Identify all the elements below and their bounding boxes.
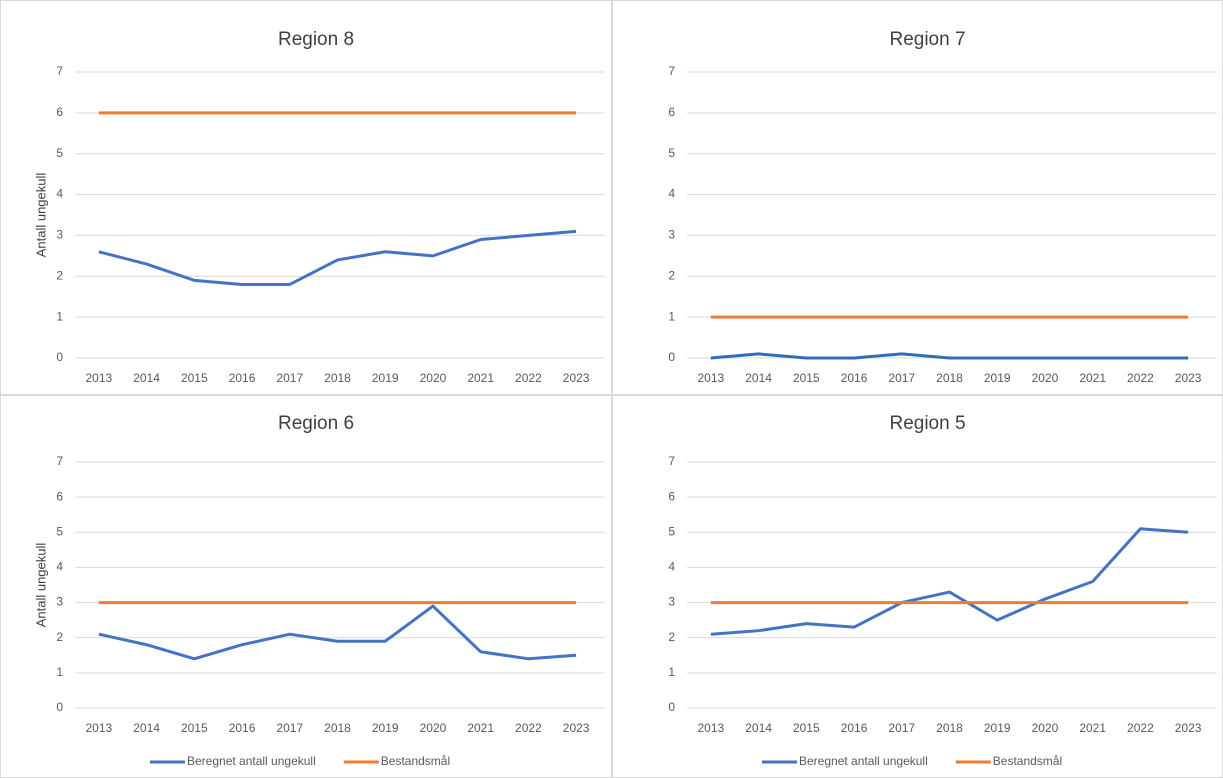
legend-label: Beregnet antall ungekull <box>187 754 316 768</box>
x-tick-label: 2013 <box>86 371 113 385</box>
x-tick-label: 2015 <box>181 721 208 735</box>
y-tick-label: 4 <box>56 187 63 201</box>
y-tick-label: 0 <box>56 700 63 714</box>
y-axis-title: Antall ungekull <box>33 173 48 258</box>
x-tick-label: 2021 <box>467 721 494 735</box>
legend-label: Bestandsmål <box>993 754 1062 768</box>
y-tick-label: 6 <box>668 489 675 503</box>
x-tick-label: 2020 <box>420 721 447 735</box>
y-tick-label: 3 <box>668 595 675 609</box>
x-tick-label: 2021 <box>1079 371 1106 385</box>
y-tick-label: 4 <box>56 560 63 574</box>
y-tick-label: 6 <box>56 105 63 119</box>
data-line <box>98 229 577 286</box>
y-tick-label: 5 <box>668 524 675 538</box>
x-tick-label: 2016 <box>229 371 256 385</box>
x-tick-label: 2014 <box>133 371 160 385</box>
x-tick-label: 2020 <box>420 371 447 385</box>
x-tick-label: 2015 <box>793 721 820 735</box>
x-tick-label: 2017 <box>888 721 915 735</box>
x-tick-label: 2023 <box>1175 721 1202 735</box>
x-tick-label: 2014 <box>745 371 772 385</box>
x-tick-label: 2020 <box>1032 721 1059 735</box>
chart-title: Region 6 <box>278 413 354 434</box>
y-tick-label: 1 <box>56 309 63 323</box>
y-tick-label: 1 <box>668 665 675 679</box>
y-tick-label: 0 <box>56 350 63 364</box>
y-tick-label: 7 <box>668 64 675 78</box>
x-tick-label: 2022 <box>1127 371 1154 385</box>
x-tick-label: 2013 <box>698 721 725 735</box>
y-tick-label: 2 <box>668 268 675 282</box>
y-tick-label: 7 <box>668 454 675 468</box>
y-tick-label: 6 <box>668 105 675 119</box>
y-tick-label: 1 <box>56 665 63 679</box>
x-tick-label: 2022 <box>515 371 542 385</box>
x-tick-label: 2016 <box>229 721 256 735</box>
y-tick-label: 0 <box>668 700 675 714</box>
x-tick-label: 2018 <box>324 371 351 385</box>
data-line <box>710 352 1189 360</box>
y-tick-label: 4 <box>668 560 675 574</box>
chart-title: Region 8 <box>278 29 354 50</box>
chart-title: Region 7 <box>889 29 965 50</box>
x-tick-label: 2021 <box>1079 721 1106 735</box>
data-line <box>98 604 577 661</box>
x-tick-label: 2022 <box>515 721 542 735</box>
y-tick-label: 2 <box>668 630 675 644</box>
x-tick-label: 2018 <box>936 721 963 735</box>
data-line <box>710 527 1189 636</box>
y-tick-label: 4 <box>668 187 675 201</box>
y-tick-label: 2 <box>56 630 63 644</box>
y-tick-label: 2 <box>56 268 63 282</box>
y-tick-label: 1 <box>668 309 675 323</box>
y-tick-label: 7 <box>56 454 63 468</box>
x-tick-label: 2020 <box>1032 371 1059 385</box>
x-tick-label: 2019 <box>372 371 399 385</box>
y-tick-label: 5 <box>668 146 675 160</box>
x-tick-label: 2023 <box>1175 371 1202 385</box>
x-tick-label: 2016 <box>841 371 868 385</box>
x-tick-label: 2019 <box>984 721 1011 735</box>
x-tick-label: 2014 <box>133 721 160 735</box>
x-tick-label: 2017 <box>888 371 915 385</box>
y-tick-label: 6 <box>56 489 63 503</box>
x-tick-label: 2021 <box>467 371 494 385</box>
x-tick-label: 2013 <box>86 721 113 735</box>
y-tick-label: 3 <box>56 595 63 609</box>
legend-label: Beregnet antall ungekull <box>799 754 928 768</box>
panel-border <box>0 0 612 395</box>
y-tick-label: 3 <box>56 228 63 242</box>
x-tick-label: 2023 <box>563 371 590 385</box>
panel-border <box>612 0 1223 395</box>
y-tick-label: 0 <box>668 350 675 364</box>
y-tick-label: 5 <box>56 146 63 160</box>
x-tick-label: 2023 <box>563 721 590 735</box>
x-tick-label: 2015 <box>181 371 208 385</box>
y-tick-label: 5 <box>56 524 63 538</box>
y-tick-label: 7 <box>56 64 63 78</box>
y-tick-label: 3 <box>668 228 675 242</box>
x-tick-label: 2015 <box>793 371 820 385</box>
x-tick-label: 2018 <box>324 721 351 735</box>
x-tick-label: 2022 <box>1127 721 1154 735</box>
chart-title: Region 5 <box>889 413 965 434</box>
x-tick-label: 2017 <box>276 371 303 385</box>
x-tick-label: 2016 <box>841 721 868 735</box>
x-tick-label: 2019 <box>984 371 1011 385</box>
x-tick-label: 2019 <box>372 721 399 735</box>
x-tick-label: 2013 <box>698 371 725 385</box>
x-tick-label: 2014 <box>745 721 772 735</box>
x-tick-label: 2018 <box>936 371 963 385</box>
y-axis-title: Antall ungekull <box>33 543 48 628</box>
x-tick-label: 2017 <box>276 721 303 735</box>
legend-label: Bestandsmål <box>381 754 450 768</box>
